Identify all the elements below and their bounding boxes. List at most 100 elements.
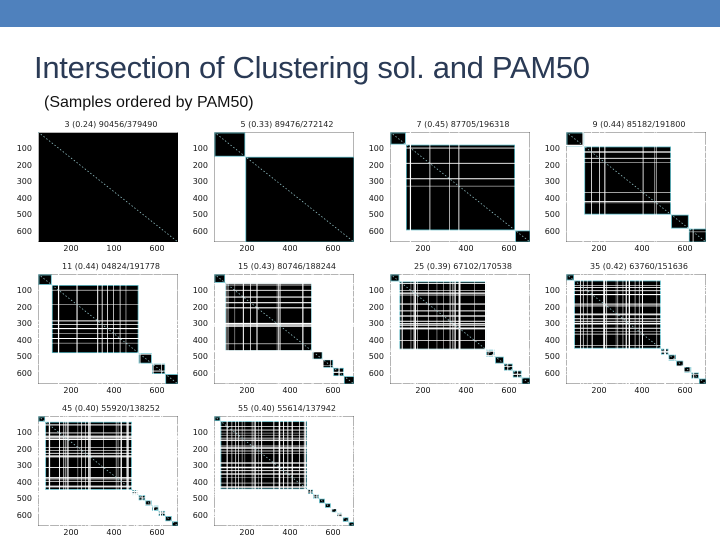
y-tick-label: 300 [368, 319, 384, 328]
x-tick-label: 400 [282, 528, 298, 537]
panel-label: 45 (0.40) 55920/138252 [61, 404, 160, 413]
y-tick-label: 300 [192, 319, 208, 328]
y-tick-label: 500 [16, 210, 32, 219]
y-tick-label: 100 [368, 286, 384, 295]
x-tick-label: 200 [239, 244, 255, 253]
y-tick-label: 500 [192, 352, 208, 361]
y-tick-label: 600 [544, 368, 560, 378]
y-tick-label: 100 [16, 428, 32, 437]
panel-label: 7 (0.45) 87705/196318 [416, 120, 510, 129]
x-tick-label: 400 [106, 528, 122, 537]
y-tick-label: 200 [192, 302, 208, 312]
x-tick-label: 600 [325, 386, 341, 395]
x-tick-label: 400 [634, 386, 650, 395]
similarity-matrix-plot [214, 274, 354, 384]
cluster-block-outline [152, 363, 166, 374]
y-tick-label: 400 [368, 335, 384, 345]
y-tick-label: 200 [192, 444, 208, 454]
x-tick-label: 200 [415, 386, 431, 395]
diagonal-line [38, 416, 178, 526]
x-tick-label: 600 [149, 244, 165, 253]
cluster-block-outline [51, 285, 139, 354]
y-tick-label: 400 [16, 477, 32, 487]
y-tick-label: 600 [368, 226, 384, 236]
y-tick-label: 200 [16, 444, 32, 454]
matrix-panel: 25 (0.39) 67102/170538 100 200 300 400 500 600… [358, 262, 533, 397]
y-tick-label: 200 [368, 160, 384, 170]
cluster-block [165, 516, 172, 521]
diagonal-line [214, 416, 354, 526]
y-tick-label: 600 [544, 226, 560, 236]
y-tick-label: 300 [368, 177, 384, 186]
cluster-block-outline [495, 356, 504, 364]
panel-label: 35 (0.42) 63760/151636 [589, 262, 688, 271]
similarity-matrix-plot [38, 416, 178, 526]
cluster-block-outline [214, 416, 221, 422]
panel-label: 11 (0.44) 04824/191778 [61, 262, 160, 271]
cluster-block [669, 355, 676, 361]
y-tick-label: 500 [368, 352, 384, 361]
cluster-block-outline [390, 132, 406, 145]
cluster-block [152, 364, 165, 374]
cluster-block [39, 133, 178, 242]
y-tick-label: 200 [544, 160, 560, 170]
matrix-panel: 15 (0.43) 80746/188244 100 200 300 400 500 600… [182, 262, 357, 397]
diagonal-line [566, 132, 706, 242]
y-tick-label: 200 [544, 302, 560, 312]
x-tick-label: 200 [63, 386, 79, 395]
diagonal-line [390, 274, 530, 384]
similarity-matrix-plot [390, 132, 530, 242]
x-tick-label: 200 [591, 386, 607, 395]
x-tick-label: 600 [325, 244, 341, 253]
y-tick-label: 500 [192, 210, 208, 219]
cluster-block [391, 133, 406, 145]
cluster-block [331, 508, 337, 513]
similarity-matrix-plot [214, 132, 354, 242]
y-tick-label: 100 [16, 144, 32, 153]
y-tick-label: 200 [192, 160, 208, 170]
y-tick-label: 600 [192, 226, 208, 236]
y-tick-label: 500 [192, 494, 208, 503]
x-tick-label: 600 [677, 386, 693, 395]
similarity-matrix-plot [38, 274, 178, 384]
x-tick-label: 200 [63, 528, 79, 537]
cluster-block [495, 357, 504, 364]
y-tick-label: 300 [16, 177, 32, 186]
cluster-block [139, 353, 152, 364]
cluster-block-outline [138, 353, 152, 364]
cluster-block-outline [319, 498, 325, 504]
similarity-matrix-plot [566, 274, 706, 384]
y-tick-label: 300 [192, 461, 208, 470]
y-tick-label: 500 [16, 494, 32, 503]
cluster-block-outline [152, 505, 159, 511]
cluster-block [165, 374, 178, 384]
y-tick-label: 600 [192, 368, 208, 378]
panel-label: 55 (0.40) 55614/137942 [237, 404, 336, 413]
cluster-block-outline [504, 363, 513, 371]
y-tick-label: 500 [544, 210, 560, 219]
cluster-block-outline [214, 274, 226, 283]
y-tick-label: 100 [192, 428, 208, 437]
x-tick-label: 600 [677, 244, 693, 253]
cluster-block [486, 350, 495, 357]
cluster-block [522, 378, 530, 384]
matrix-panel: 55 (0.40) 55614/137942 100 200 300 400 500 600… [182, 404, 357, 539]
y-tick-label: 300 [192, 177, 208, 186]
panel-label: 5 (0.33) 89476/272142 [240, 120, 334, 129]
cluster-block-outline [342, 517, 349, 522]
cluster-block-outline [566, 274, 574, 281]
x-tick-label: 600 [325, 528, 341, 537]
y-tick-label: 400 [16, 335, 32, 345]
cluster-block [52, 285, 139, 353]
y-tick-label: 100 [192, 144, 208, 153]
x-tick-label: 400 [458, 244, 474, 253]
y-tick-label: 300 [544, 319, 560, 328]
y-tick-label: 300 [544, 177, 560, 186]
x-tick-label: 200 [591, 244, 607, 253]
y-tick-label: 400 [192, 477, 208, 487]
cluster-block-outline [325, 503, 331, 508]
top-accent-bar [0, 0, 720, 27]
y-tick-label: 600 [192, 510, 208, 520]
y-tick-label: 200 [16, 302, 32, 312]
y-tick-label: 300 [16, 461, 32, 470]
